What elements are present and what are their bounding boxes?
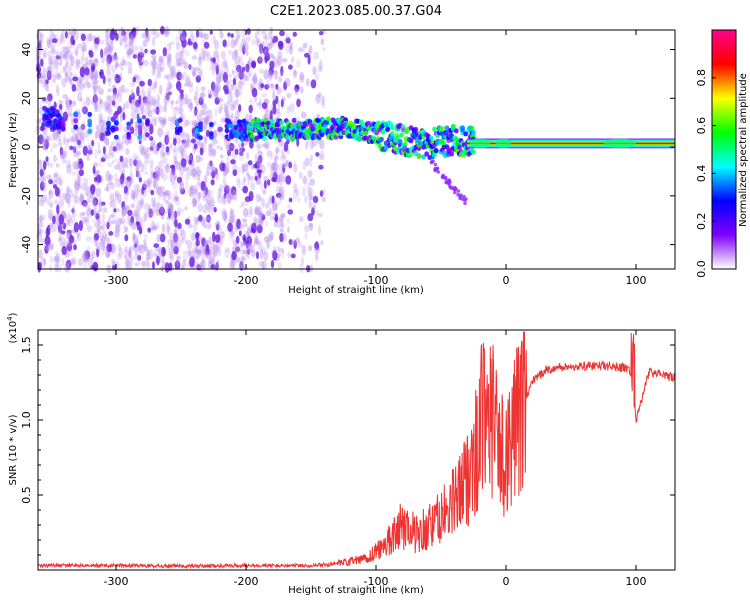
snr-panel: -300 -200 -100 0 100 0.5 1.0 1.5 Height of stra… <box>6 312 676 596</box>
spectrogram-y-tick-label: -40 <box>20 236 33 254</box>
snr-x-tick-label: -300 <box>104 575 129 588</box>
snr-x-tick-label: 0 <box>503 575 510 588</box>
spectrogram-y-tick-label: 0 <box>20 144 33 151</box>
spectrogram-y-axis-label: Frequency (Hz) <box>8 112 19 188</box>
snr-y-tick-label: 0.5 <box>20 486 33 504</box>
colorbar-tick-label: 0.4 <box>695 165 708 183</box>
figure-title: C2E1.2023.085.00.37.G04 <box>270 4 442 19</box>
colorbar-tick-label: 0.0 <box>695 260 708 278</box>
snr-series-line <box>37 331 675 570</box>
colorbar-frame <box>711 29 737 270</box>
spectrogram-x-tick-label: -100 <box>364 274 389 287</box>
spectrogram-x-tick-label: 0 <box>503 274 510 287</box>
spectrogram-x-axis-label: Height of straight line (km) <box>288 285 424 296</box>
colorbar-label: Normalized spectral amplitude <box>738 73 749 227</box>
colorbar: 0.0 0.2 0.4 0.6 0.8 Normalized spectral ampl… <box>695 29 749 278</box>
colorbar-tick-label: 0.6 <box>695 117 708 135</box>
snr-x-axis-label: Height of straight line (km) <box>288 585 424 596</box>
spectrogram-frame <box>37 29 676 270</box>
spectrogram-x-tick-label: 100 <box>626 274 647 287</box>
colorbar-tick-label: 0.8 <box>695 69 708 87</box>
snr-x-tick-label: 100 <box>626 575 647 588</box>
colorbar-ticks: 0.0 0.2 0.4 0.6 0.8 <box>695 69 716 278</box>
spectrogram-y-tick-label: 20 <box>20 91 33 105</box>
spectrogram-x-tick-label: -200 <box>234 274 259 287</box>
spectrogram-y-tick-label: -20 <box>20 187 33 205</box>
spectrogram-x-tick-label: -300 <box>104 274 129 287</box>
colorbar-gradient <box>712 30 736 269</box>
snr-x-tick-label: -100 <box>364 575 389 588</box>
snr-y-tick-label: 1.5 <box>20 336 33 354</box>
snr-y-axis-label: SNR (10 * v/v) <box>8 414 19 485</box>
snr-x-tick-label: -200 <box>234 575 259 588</box>
spectrogram-y-tick-label: 40 <box>20 43 33 57</box>
snr-y-tick-label: 1.0 <box>20 411 33 429</box>
snr-y-multiplier: (x104) <box>6 312 19 343</box>
snr-ticks: -300 -200 -100 0 100 0.5 1.0 1.5 <box>20 330 675 588</box>
colorbar-tick-label: 0.2 <box>695 212 708 230</box>
spectrogram-cells <box>35 25 675 274</box>
